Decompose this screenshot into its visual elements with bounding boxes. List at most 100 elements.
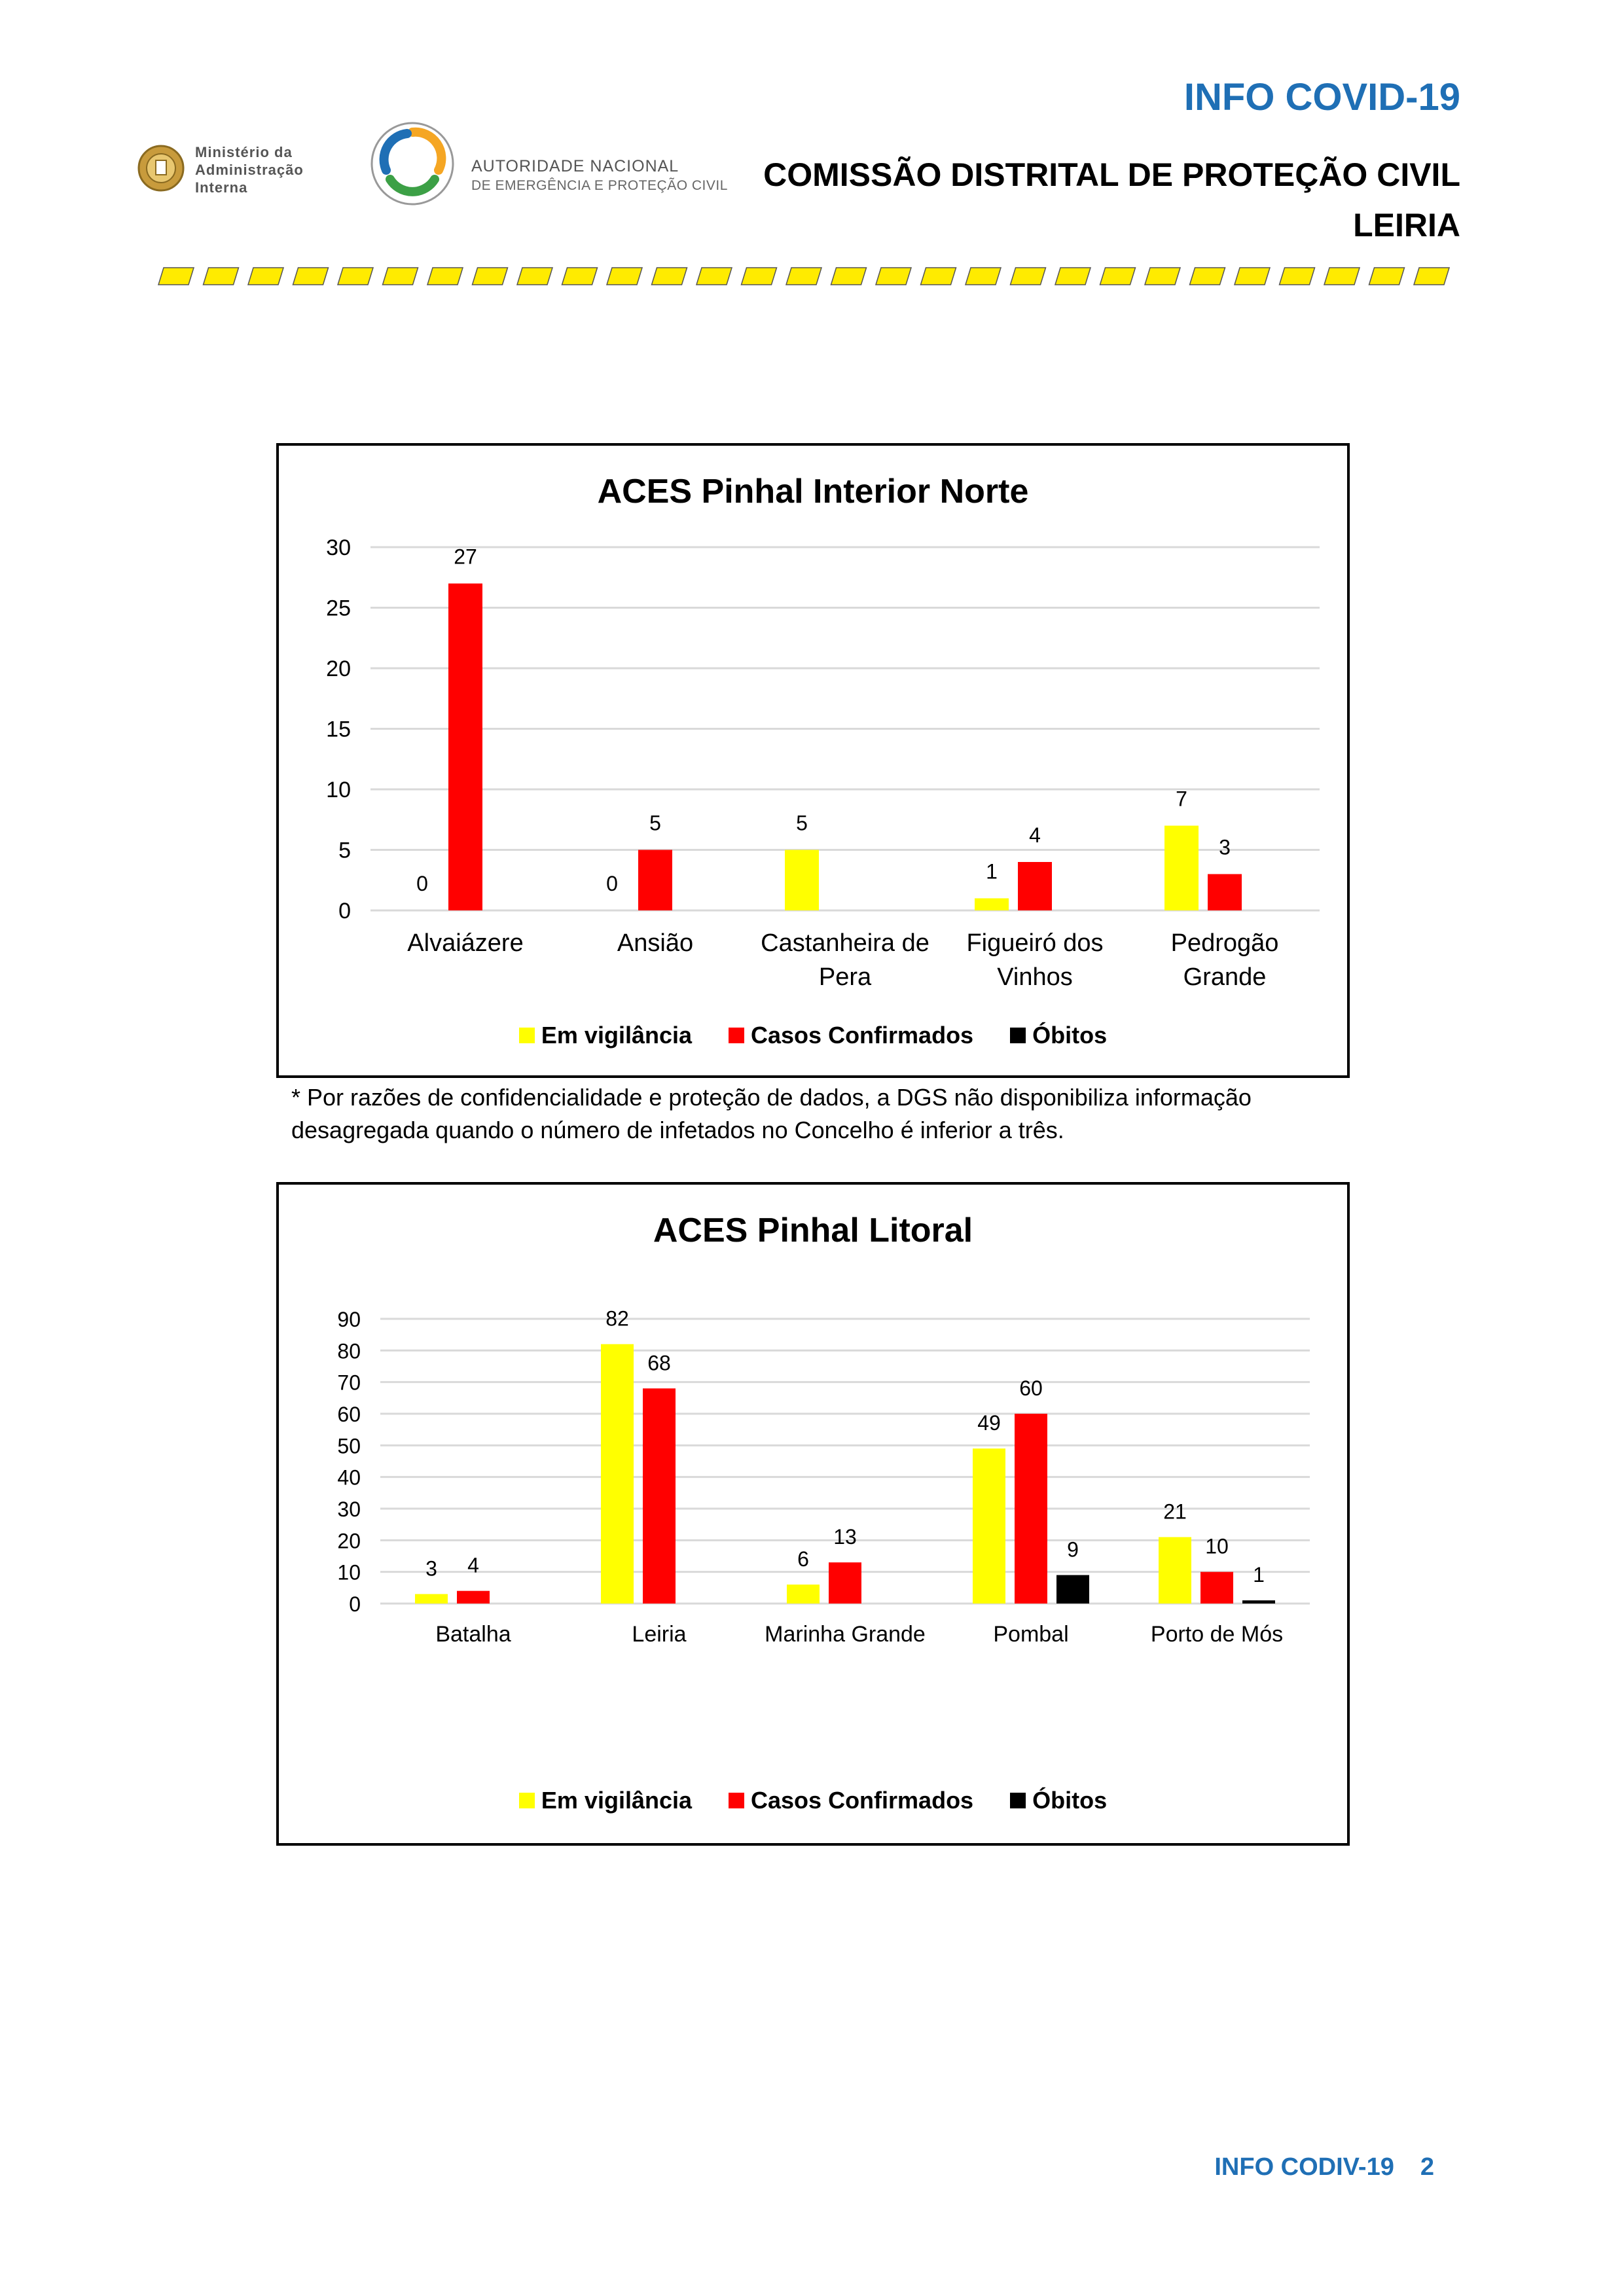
data-label: 27	[454, 545, 477, 569]
data-label: 1	[986, 860, 998, 884]
bar-em-vigilância	[787, 1585, 820, 1604]
y-tick-label: 70	[337, 1371, 361, 1395]
anepc-emblem-icon	[370, 122, 454, 206]
legend-swatch	[729, 1028, 745, 1043]
mai-logo-line1: Ministério da	[195, 144, 293, 160]
x-tick-label: Ansião	[617, 929, 693, 957]
bar-em-vigilância	[1159, 1537, 1191, 1604]
bar-casos-confirmados	[829, 1562, 861, 1604]
stripe-segment	[920, 267, 957, 285]
stripe-segment	[1323, 267, 1361, 285]
bar-casos-confirmados	[448, 583, 482, 910]
y-tick-label: 10	[337, 1561, 361, 1585]
data-label: 49	[977, 1411, 1001, 1435]
data-label: 60	[1019, 1376, 1043, 1400]
data-label: 7	[1176, 787, 1187, 811]
bar-óbitos	[1242, 1600, 1275, 1604]
bar-casos-confirmados	[457, 1590, 490, 1604]
data-label: 21	[1163, 1500, 1187, 1524]
data-label: 10	[1205, 1535, 1229, 1558]
chart-title: ACES Pinhal Interior Norte	[597, 473, 1029, 511]
data-label: 68	[647, 1351, 671, 1374]
stripe-segment	[202, 267, 240, 285]
stripe-segment	[292, 267, 329, 285]
bar-em-vigilância	[973, 1448, 1005, 1604]
x-tick-label: Alvaiázere	[407, 929, 523, 957]
data-label: 0	[606, 872, 618, 895]
stripe-segment	[1099, 267, 1136, 285]
y-tick-label: 0	[349, 1592, 361, 1616]
stripe-segment	[1144, 267, 1182, 285]
x-tick-label: Castanheira de	[761, 929, 929, 957]
stripe-segment	[830, 267, 867, 285]
organization-title: COMISSÃO DISTRITAL DE PROTEÇÃO CIVIL	[763, 156, 1460, 193]
region-title: LEIRIA	[1353, 207, 1460, 243]
stripe-segment	[157, 267, 195, 285]
y-tick-label: 0	[338, 899, 351, 924]
legend-label: Em vigilância	[541, 1787, 693, 1814]
y-tick-label: 10	[326, 778, 351, 802]
chart-panel-pinhal-litoral: ACES Pinhal Litoral 0 10 20 30 40 50 60 70 80 90 B…	[276, 1182, 1350, 1846]
y-tick-label: 20	[326, 656, 351, 681]
x-tick-label: Pedrogão	[1171, 929, 1279, 957]
y-tick-label: 60	[337, 1403, 361, 1426]
footer-label: INFO CODIV-19	[1214, 2153, 1394, 2181]
page-number: 2	[1420, 2153, 1434, 2181]
anepc-logo: AUTORIDADE NACIONAL DE EMERGÊNCIA E PROT…	[367, 118, 733, 209]
data-label: 6	[797, 1547, 809, 1571]
x-tick-label: Batalha	[435, 1622, 511, 1647]
y-tick-label: 30	[326, 535, 351, 560]
stripe-segment	[1368, 267, 1405, 285]
chart-title: ACES Pinhal Litoral	[653, 1211, 973, 1249]
x-tick-label: Pera	[819, 963, 872, 991]
stripe-segment	[740, 267, 778, 285]
chart-plot-area: 051015202530Alvaiázere027Ansião05Castanh…	[326, 535, 1320, 991]
stripe-segment	[785, 267, 823, 285]
legend-item-obitos: Óbitos	[1010, 1787, 1107, 1814]
y-tick-label: 40	[337, 1466, 361, 1490]
stripe-segment	[1189, 267, 1226, 285]
x-tick-label: Pombal	[993, 1622, 1068, 1647]
data-label: 1	[1253, 1563, 1265, 1587]
legend-item-casos-confirmados: Casos Confirmados	[729, 1787, 973, 1814]
stripe-segment	[964, 267, 1002, 285]
stripe-segment	[1278, 267, 1316, 285]
bar-em-vigilância	[1164, 825, 1199, 910]
chart-plot-area: 0 10 20 30 40 50 60 70 80 90 Batalha 3 4 Leiria 82 68 Ma…	[337, 1307, 1310, 1647]
stripe-segment	[695, 267, 733, 285]
bar-casos-confirmados	[638, 850, 672, 910]
y-tick-label: 30	[337, 1498, 361, 1521]
stripe-segment	[1054, 267, 1092, 285]
bar-casos-confirmados	[1015, 1414, 1047, 1604]
anepc-logo-line2: DE EMERGÊNCIA E PROTEÇÃO CIVIL	[471, 178, 728, 193]
legend-label: Em vigilância	[541, 1022, 693, 1049]
mai-logo: Ministério da Administração Interna	[136, 141, 333, 200]
legend-swatch	[1010, 1028, 1026, 1043]
data-label: 13	[833, 1525, 857, 1549]
data-label: 82	[605, 1307, 629, 1331]
bar-em-vigilância	[415, 1594, 448, 1604]
legend-label: Casos Confirmados	[751, 1022, 974, 1049]
bar-óbitos	[1056, 1575, 1089, 1604]
data-label: 5	[649, 812, 661, 835]
stripe-segment	[651, 267, 688, 285]
bar-casos-confirmados	[643, 1388, 676, 1604]
data-label: 3	[1219, 836, 1231, 859]
x-tick-label: Porto de Mós	[1151, 1622, 1283, 1647]
x-tick-label: Grande	[1183, 963, 1267, 991]
bar-casos-confirmados	[1018, 862, 1052, 910]
x-tick-label: Leiria	[632, 1622, 686, 1647]
legend-label: Óbitos	[1032, 1022, 1108, 1049]
stripe-segment	[516, 267, 554, 285]
chart-legend: Em vigilância Casos Confirmados Óbitos	[279, 1022, 1347, 1049]
anepc-logo-line1: AUTORIDADE NACIONAL	[471, 157, 679, 175]
page-footer: INFO CODIV-19 2	[1214, 2153, 1434, 2181]
legend-item-casos-confirmados: Casos Confirmados	[729, 1022, 973, 1049]
decorative-stripe	[157, 267, 1451, 285]
bar-casos-confirmados	[1200, 1571, 1233, 1604]
data-label: 4	[467, 1554, 479, 1577]
stripe-segment	[1233, 267, 1271, 285]
stripe-segment	[875, 267, 912, 285]
y-tick-label: 15	[326, 717, 351, 742]
y-tick-label: 90	[337, 1308, 361, 1331]
